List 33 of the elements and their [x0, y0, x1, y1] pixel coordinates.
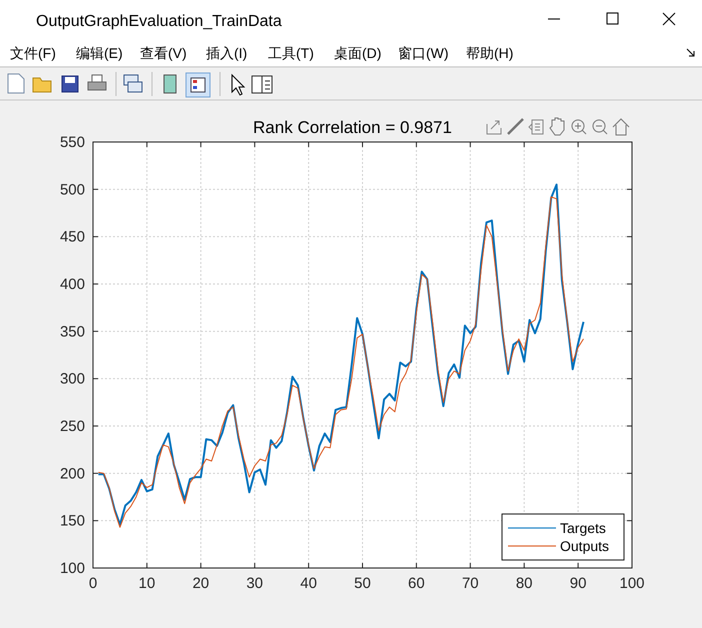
- text: 文件(F): [10, 45, 56, 61]
- x-tick-label: 60: [408, 575, 425, 592]
- y-tick-label: 300: [60, 370, 85, 388]
- x-tick-label: 50: [354, 575, 371, 592]
- text: 窗口(W): [398, 45, 449, 61]
- text: 查看(V): [140, 45, 187, 61]
- legend-label: Outputs: [560, 538, 610, 554]
- x-tick-label: 70: [462, 575, 479, 592]
- x-tick-label: 0: [88, 575, 98, 592]
- y-tick-label: 100: [60, 560, 85, 577]
- x-tick-label: 100: [619, 575, 645, 592]
- text: 桌面(D): [334, 45, 382, 61]
- legend-label: Targets: [560, 520, 606, 536]
- y-tick-label: 250: [60, 418, 85, 435]
- chart-title: Rank Correlation = 0.9871: [253, 118, 452, 137]
- x-tick-label: 30: [246, 575, 264, 592]
- y-tick-label: 150: [60, 512, 85, 530]
- y-tick-label: 200: [60, 465, 85, 482]
- x-tick-label: 20: [192, 575, 210, 592]
- y-tick-label: 350: [60, 323, 85, 340]
- text: 插入(I): [206, 45, 248, 61]
- text: 工具(T): [268, 45, 314, 61]
- y-tick-label: 500: [60, 181, 85, 198]
- text: OutputGraphEvaluation_TrainData: [36, 13, 282, 30]
- x-tick-label: 10: [138, 575, 156, 592]
- x-tick-label: 80: [516, 575, 533, 592]
- y-tick-label: 400: [60, 276, 85, 293]
- x-tick-label: 90: [570, 575, 586, 592]
- text: 帮助(H): [466, 45, 514, 61]
- text: 编辑(E): [76, 45, 123, 61]
- y-tick-label: 550: [60, 134, 85, 151]
- y-tick-label: 450: [60, 228, 85, 246]
- x-tick-label: 40: [300, 575, 317, 592]
